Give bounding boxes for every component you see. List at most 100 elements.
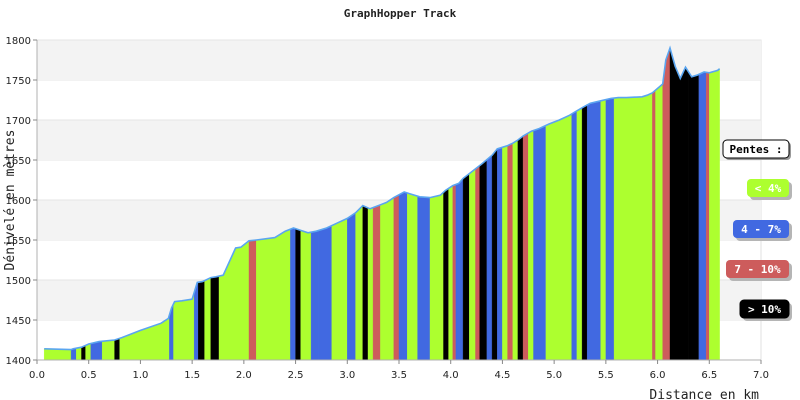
legend-title: Pentes :: [722, 139, 791, 160]
slope-segment-lt4: [502, 145, 508, 361]
y-tick-label: 1800: [6, 36, 31, 47]
slope-segment-4to7: [605, 97, 615, 361]
y-tick-label: 1650: [6, 156, 31, 167]
slope-segment-lt4: [407, 192, 418, 361]
slope-segment-4to7: [398, 191, 408, 361]
x-tick-label: 4.0: [443, 370, 459, 381]
slope-segment-4to7: [587, 100, 601, 361]
slope-segment-lt4: [300, 230, 312, 361]
legend-swatch: [739, 299, 790, 319]
x-tick-label: 1.5: [184, 370, 200, 381]
legend-title-box: [722, 139, 790, 159]
slope-segment-lt4: [102, 339, 115, 361]
slope-segment-lt4: [576, 107, 583, 361]
slope-segment-7to10: [372, 204, 381, 361]
slope-segment-gt10: [517, 135, 524, 361]
slope-segment-lt4: [709, 68, 720, 361]
legend-swatch: [726, 260, 789, 278]
y-tick-label: 1700: [6, 116, 31, 127]
x-tick-label: 4.5: [494, 370, 510, 381]
slope-segment-gt10: [114, 338, 120, 361]
slope-segment-gt10: [295, 228, 301, 361]
slope-segment-4to7: [486, 154, 493, 361]
y-axis-label: Dénivelé en mètres: [3, 130, 18, 271]
slope-segment-lt4: [85, 343, 91, 361]
x-tick-label: 5.0: [546, 370, 562, 381]
legend: Pentes : < 4% 4 - 7% 7 - 10% > 10%: [722, 139, 792, 321]
slope-segment-4to7: [194, 281, 199, 361]
slope-segment-lt4: [355, 205, 363, 361]
slope-segment-lt4: [331, 218, 348, 361]
slope-segment-gt10: [198, 280, 205, 361]
slope-segment-lt4: [600, 99, 607, 361]
x-tick-label: 0.5: [81, 370, 97, 381]
y-tick-label: 1450: [6, 316, 31, 327]
slope-segment-lt4: [655, 83, 663, 361]
slope-segment-4to7: [290, 227, 296, 361]
legend-item-label: 7 - 10%: [734, 263, 781, 276]
slope-segment-gt10: [581, 104, 588, 361]
slope-segment-4to7: [455, 177, 464, 361]
slope-segment-lt4: [469, 168, 476, 361]
legend-item-label: 4 - 7%: [741, 223, 781, 236]
grid-band: [37, 40, 761, 80]
x-tick-label: 3.5: [391, 370, 407, 381]
x-tick-label: 2.5: [288, 370, 304, 381]
elevation-profile-line: [44, 45, 721, 351]
slope-segment-lt4: [613, 92, 653, 361]
y-tick-label: 1500: [6, 276, 31, 287]
legend-item-label: < 4%: [755, 182, 782, 195]
chart-title: GraphHopper Track: [344, 7, 457, 20]
slope-segment-lt4: [204, 277, 211, 361]
slope-segment-lt4: [528, 130, 534, 361]
y-tick-label: 1750: [6, 76, 31, 87]
slope-segment-7to10: [393, 194, 400, 361]
slope-segment-gt10: [443, 187, 449, 361]
slope-segment-gt10: [462, 173, 470, 361]
slope-segments: [44, 47, 720, 361]
slope-segment-4to7: [698, 71, 707, 361]
y-tick-label: 1400: [6, 356, 31, 367]
x-tick-label: 6.5: [701, 370, 717, 381]
x-tick-label: 3.0: [339, 370, 355, 381]
slope-segment-4to7: [497, 146, 503, 361]
slope-segment-7to10: [652, 89, 656, 361]
y-axis-ticks: 1400 1450 1500 1550 1600 1650 1700 1750 1800: [6, 36, 37, 367]
slope-segment-lt4: [76, 346, 82, 361]
slope-segment-lt4: [256, 228, 291, 361]
slope-segment-lt4: [44, 348, 72, 361]
legend-title-text: Pentes :: [730, 143, 783, 156]
x-tick-label: 1.0: [132, 370, 148, 381]
slope-segment-lt4: [429, 191, 444, 361]
legend-swatch: [747, 179, 789, 197]
x-tick-label: 0.0: [29, 370, 45, 381]
slope-segment-gt10: [669, 47, 689, 361]
slope-segment-gt10: [479, 159, 488, 361]
slope-segment-lt4: [512, 139, 519, 361]
x-tick-label: 2.0: [236, 370, 252, 381]
x-axis-label: Distance en km: [649, 388, 759, 400]
slope-segment-4to7: [571, 110, 578, 361]
y-tick-label: 1600: [6, 196, 31, 207]
slope-segment-lt4: [173, 292, 195, 361]
legend-item: 4 - 7%: [733, 220, 792, 241]
slope-segment-4to7: [90, 341, 103, 361]
slope-segment-7to10: [507, 142, 513, 361]
slope-segment-7to10: [706, 72, 710, 361]
slope-segment-gt10: [210, 275, 220, 361]
legend-item: 7 - 10%: [726, 260, 792, 281]
x-tick-label: 6.0: [650, 370, 666, 381]
legend-item: < 4%: [747, 179, 792, 200]
slope-segment-7to10: [662, 47, 671, 361]
x-axis-ticks: 0.0 0.5 1.0 1.5 2.0 2.5 3.0 3.5 4.0 4.5 5.0 5.5 6.0 6…: [29, 360, 769, 381]
x-tick-label: 7.0: [753, 370, 769, 381]
slope-segment-lt4: [448, 185, 453, 361]
slope-segment-7to10: [522, 132, 529, 361]
slope-segment-gt10: [362, 205, 369, 361]
slope-segment-7to10: [248, 239, 257, 361]
slope-segment-4to7: [417, 195, 431, 361]
legend-item-label: > 10%: [748, 303, 781, 316]
slope-segment-4to7: [533, 125, 547, 361]
slope-segment-lt4: [545, 113, 572, 361]
